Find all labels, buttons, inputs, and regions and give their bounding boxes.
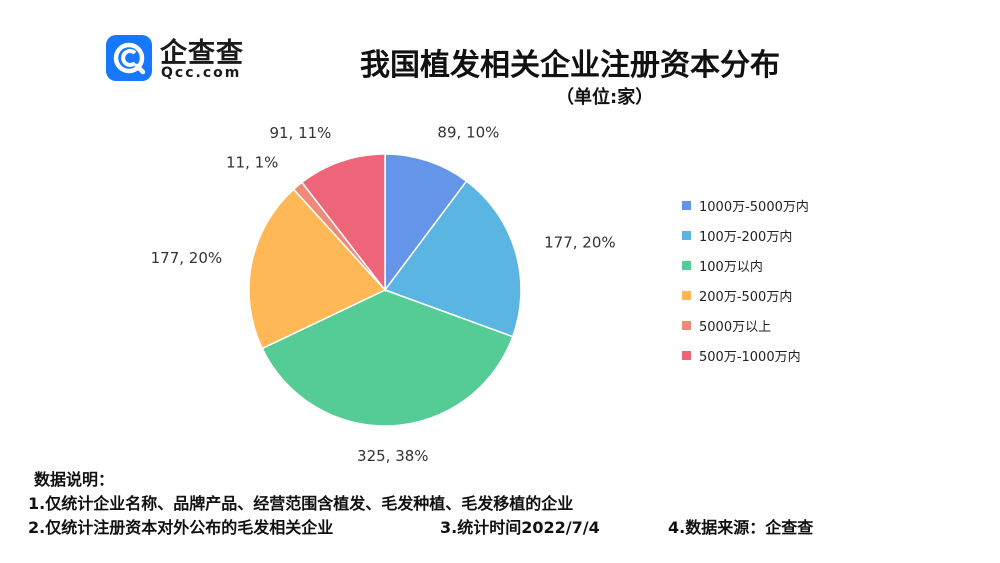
data-notes: 数据说明： 1.仅统计企业名称、品牌产品、经营范围含植发、毛发种植、毛发移植的企… bbox=[28, 468, 813, 540]
legend-label: 1000万-5000万内 bbox=[699, 199, 809, 215]
slice-data-label: 11, 1% bbox=[226, 154, 278, 172]
legend-item: 100万-200万内 bbox=[682, 220, 882, 250]
legend-swatch bbox=[682, 290, 691, 300]
slice-data-label: 177, 20% bbox=[544, 234, 616, 252]
legend-label: 200万-500万内 bbox=[699, 289, 793, 305]
note-line-4: 4.数据来源：企查查 bbox=[668, 518, 814, 537]
legend-label: 5000万以上 bbox=[699, 319, 772, 335]
pie-slice bbox=[383, 180, 522, 338]
qcc-logo: 企查查 Qcc.com bbox=[106, 31, 266, 83]
legend-swatch bbox=[682, 260, 691, 270]
logo-name-en: Qcc.com bbox=[161, 65, 242, 81]
legend-item: 1000万-5000万内 bbox=[682, 190, 882, 220]
chart-legend: 1000万-5000万内 100万-200万内 100万以内 200万-500万内 50… bbox=[682, 190, 882, 370]
qcc-logo-icon bbox=[106, 35, 152, 81]
note-line-3: 3.统计时间2022/7/4 bbox=[440, 518, 600, 537]
legend-swatch bbox=[682, 320, 691, 330]
legend-swatch bbox=[682, 230, 691, 240]
slice-data-label: 325, 38% bbox=[357, 447, 429, 465]
notes-heading: 数据说明： bbox=[34, 470, 115, 489]
legend-swatch bbox=[682, 350, 691, 360]
note-line-1: 1.仅统计企业名称、品牌产品、经营范围含植发、毛发种植、毛发移植的企业 bbox=[28, 494, 574, 513]
slice-data-label: 177, 20% bbox=[151, 249, 223, 267]
logo-name-cn: 企查查 bbox=[160, 38, 244, 69]
legend-item: 200万-500万内 bbox=[682, 280, 882, 310]
pie-slice bbox=[300, 153, 386, 293]
pie-slice bbox=[261, 289, 514, 427]
note-line-2: 2.仅统计注册资本对外公布的毛发相关企业 bbox=[28, 518, 334, 537]
slice-data-label: 89, 10% bbox=[437, 123, 499, 141]
legend-item: 100万以内 bbox=[682, 250, 882, 280]
legend-label: 500万-1000万内 bbox=[699, 349, 801, 365]
slice-data-label: 91, 11% bbox=[269, 124, 331, 142]
pie-slice bbox=[248, 188, 387, 350]
legend-item: 500万-1000万内 bbox=[682, 340, 882, 370]
legend-label: 100万以内 bbox=[699, 259, 763, 275]
legend-item: 5000万以上 bbox=[682, 310, 882, 340]
chart-title: 我国植发相关企业注册资本分布 bbox=[360, 48, 780, 83]
pie-slice bbox=[384, 153, 468, 293]
legend-label: 100万-200万内 bbox=[699, 229, 793, 245]
legend-swatch bbox=[682, 200, 691, 210]
chart-subtitle: （单位:家） bbox=[556, 87, 654, 108]
